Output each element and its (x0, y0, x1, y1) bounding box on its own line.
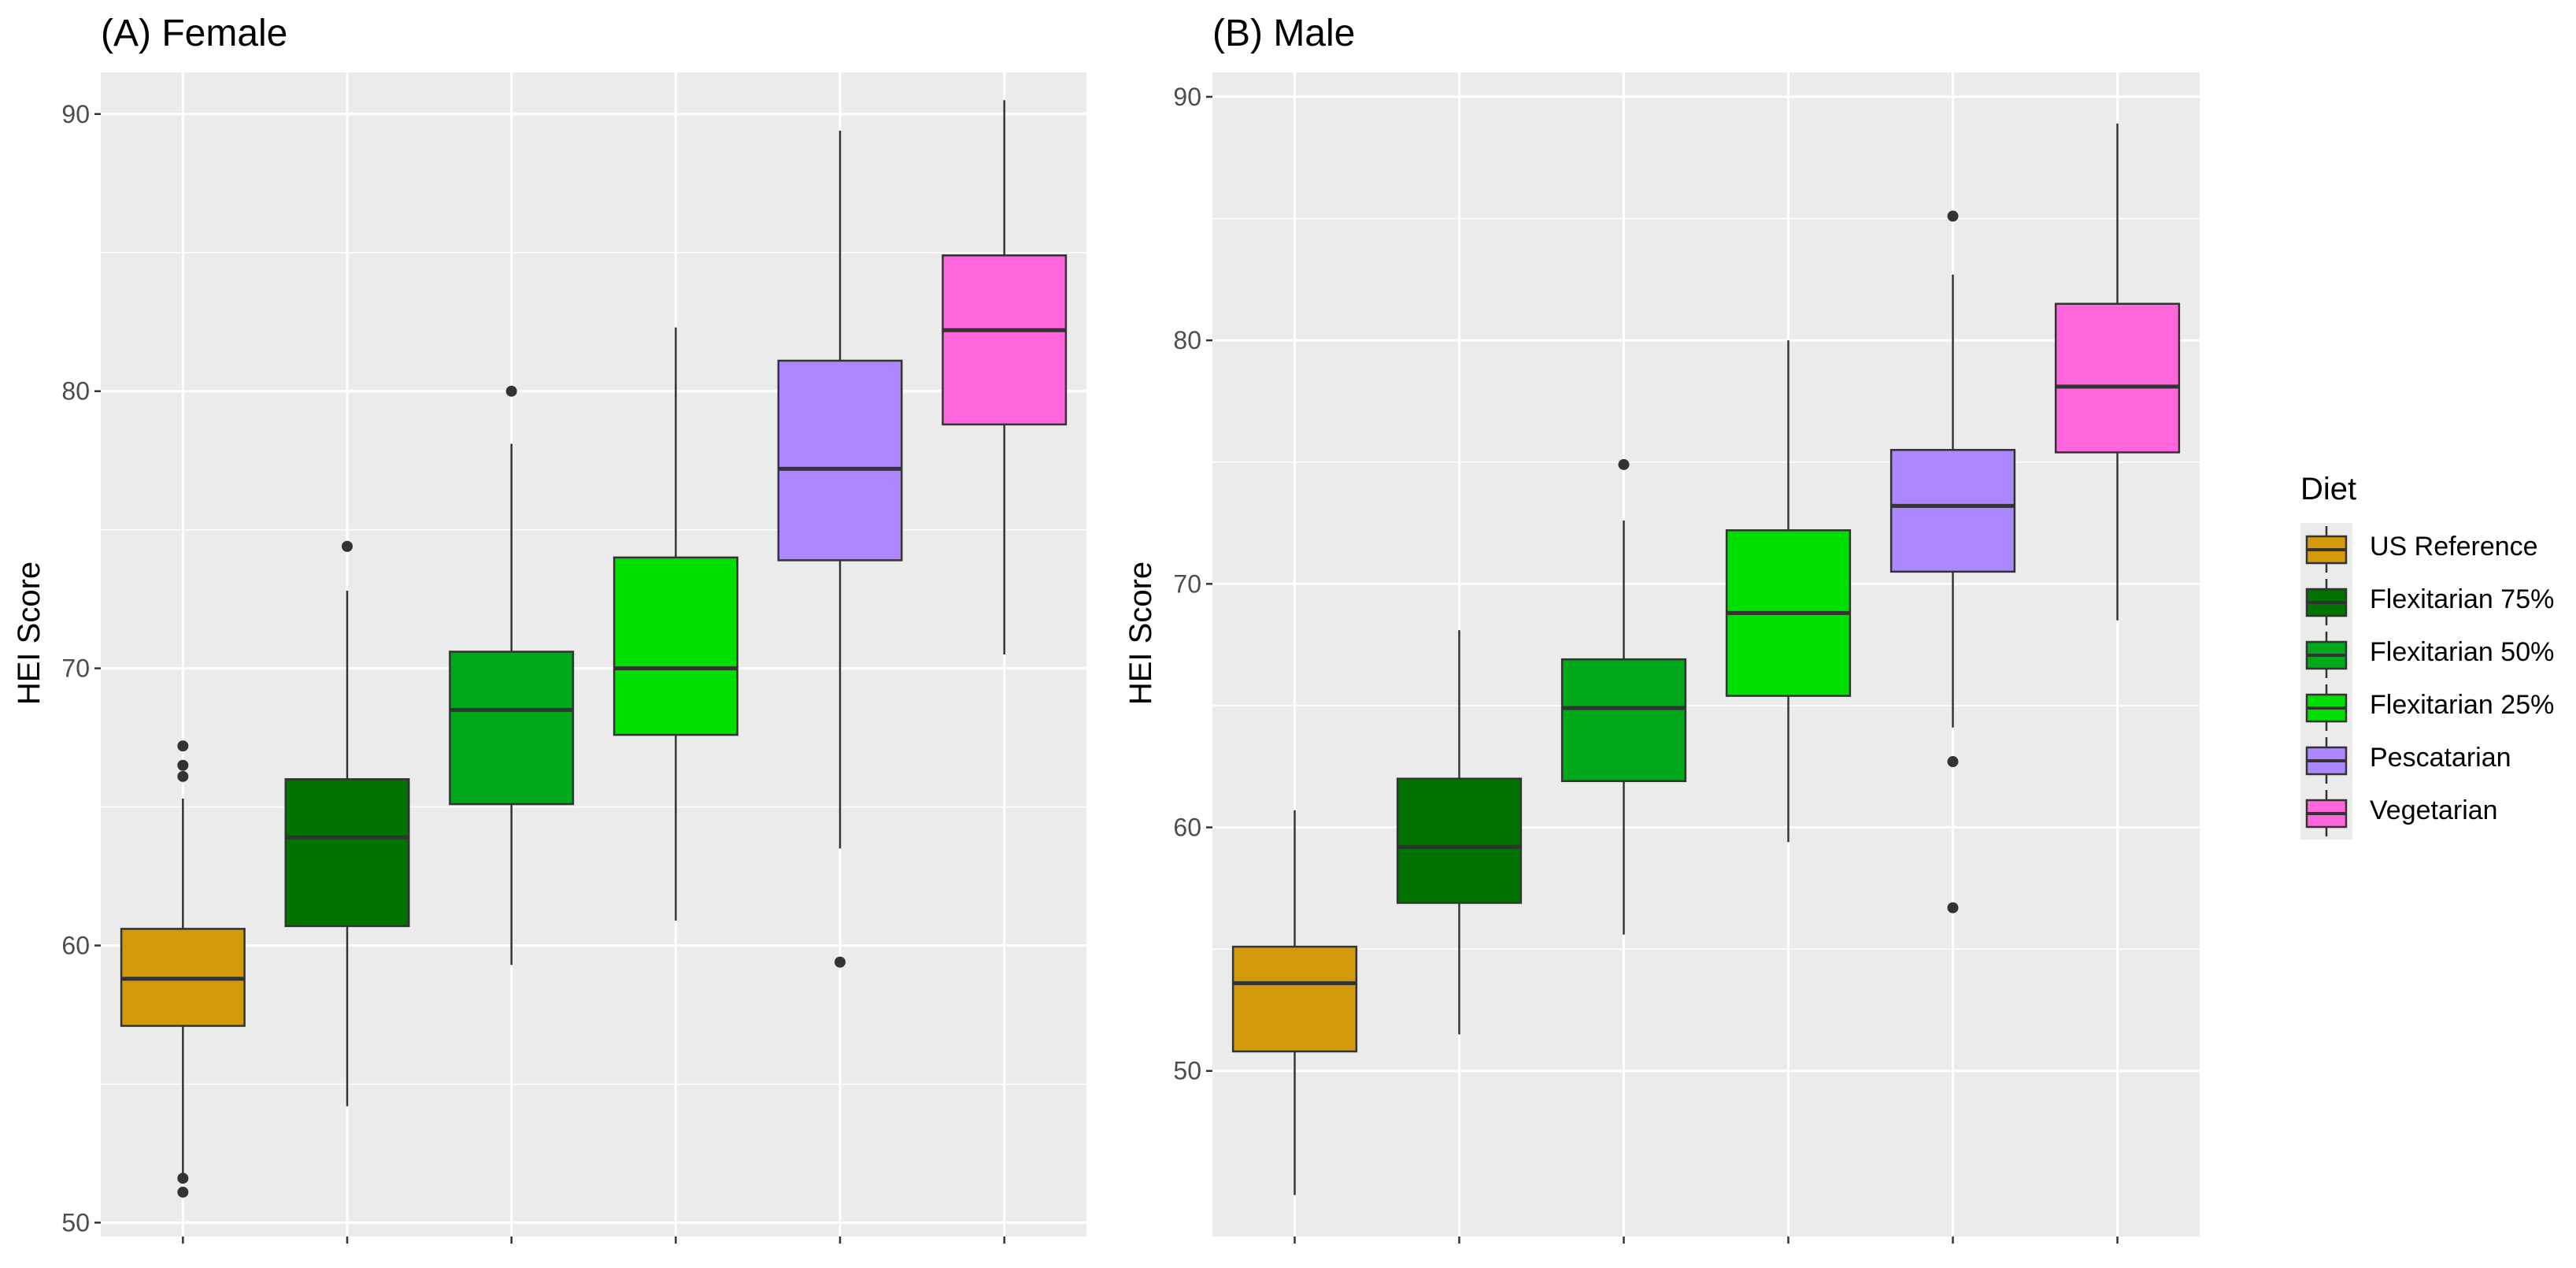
outlier-point (1947, 902, 1959, 914)
y-tick-label: 80 (61, 377, 90, 406)
outlier-point (177, 759, 189, 771)
outlier-point (177, 770, 189, 782)
panel-female: (A) Female HEI Score 50 60 70 80 90 (12, 13, 1086, 1244)
minor-gridlines (101, 251, 1086, 1085)
box-flexitarian-50 (1560, 458, 1687, 935)
legend-key-background (2300, 523, 2352, 840)
box-pescatarian (1889, 210, 2016, 914)
box-pescatarian (777, 130, 903, 968)
box-iqr (1396, 777, 1523, 904)
box-iqr (942, 254, 1068, 426)
box-iqr (1231, 945, 1358, 1053)
y-axis-title-female-text: HEI Score (12, 562, 46, 705)
legend-key-pescatarian (2305, 737, 2348, 784)
box-flexitarian-25 (613, 327, 738, 921)
y-tick-label: 80 (1173, 326, 1201, 354)
plot-background (1212, 72, 2200, 1236)
plot-area-male: 50 60 70 80 90 (1173, 72, 2200, 1244)
box-flexitarian-50 (449, 385, 575, 966)
panel-title-female: (A) Female (101, 13, 287, 54)
outlier-point (177, 740, 189, 752)
panel-title-male: (B) Male (1212, 13, 1355, 54)
legend: Diet US Reference Flexitarian 75% Flexit… (2300, 472, 2554, 840)
plot-area-female: 50 60 70 80 90 (61, 72, 1086, 1244)
legend-label-pescatarian: Pescatarian (2370, 743, 2511, 773)
box-vegetarian (2054, 123, 2181, 621)
legend-label-us-reference: US Reference (2370, 532, 2538, 562)
outlier-point (1618, 458, 1630, 470)
y-axis-title-male-text: HEI Score (1123, 562, 1158, 705)
legend-title: Diet (2300, 472, 2356, 506)
box-iqr (613, 556, 738, 736)
box-iqr (2054, 302, 2181, 454)
box-flexitarian-75 (1396, 630, 1523, 1035)
y-tick-label: 60 (1173, 814, 1201, 842)
minor-gridlines (1212, 217, 2200, 950)
outlier-point (342, 540, 353, 552)
y-tick-label: 50 (61, 1208, 90, 1236)
box-us-reference (120, 740, 246, 1198)
outlier-point (1947, 756, 1959, 768)
y-axis-title-male: HEI Score (1123, 562, 1158, 705)
box-iqr (1889, 449, 2016, 573)
y-tick-label: 60 (61, 932, 90, 960)
outlier-point (1947, 210, 1959, 222)
legend-key-us-reference (2305, 526, 2348, 573)
outlier-point (177, 1173, 189, 1185)
legend-keys (2305, 526, 2348, 836)
box-flexitarian-25 (1725, 340, 1852, 843)
legend-key-vegetarian (2305, 790, 2348, 836)
legend-label-flexitarian-25: Flexitarian 25% (2370, 690, 2554, 720)
box-flexitarian-75 (284, 540, 410, 1107)
legend-label-flexitarian-75: Flexitarian 75% (2370, 584, 2554, 614)
legend-label-vegetarian: Vegetarian (2370, 795, 2498, 825)
box-iqr (1560, 658, 1687, 783)
outlier-point (835, 956, 846, 968)
box-us-reference (1231, 810, 1358, 1196)
outlier-point (177, 1186, 189, 1198)
y-tick-label: 90 (1173, 83, 1201, 111)
y-tick-label: 70 (61, 654, 90, 683)
panel-male: (B) Male HEI Score 50 60 70 80 90 (1123, 13, 2200, 1244)
box-iqr (777, 359, 903, 562)
legend-label-flexitarian-50: Flexitarian 50% (2370, 637, 2554, 667)
box-iqr (449, 651, 575, 806)
plot-background (101, 72, 1086, 1236)
y-tick-label: 90 (61, 100, 90, 128)
y-tick-label: 70 (1173, 569, 1201, 598)
legend-key-flexitarian-75 (2305, 579, 2348, 625)
legend-key-flexitarian-50 (2305, 632, 2348, 678)
y-tick-label: 50 (1173, 1057, 1201, 1085)
legend-key-flexitarian-25 (2305, 684, 2348, 731)
box-vegetarian (942, 100, 1068, 654)
box-iqr (284, 778, 410, 928)
outlier-point (505, 385, 517, 397)
y-axis-title-female: HEI Score (12, 562, 46, 705)
